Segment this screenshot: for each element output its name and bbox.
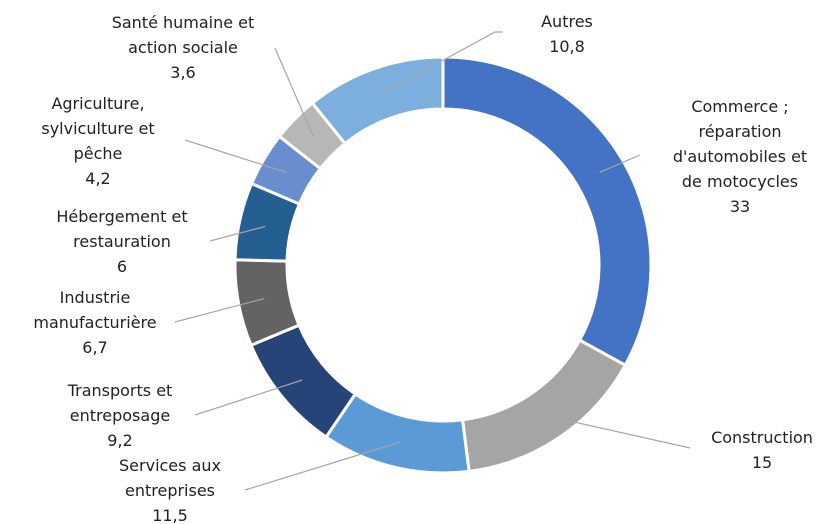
category-label: Construction: [711, 428, 813, 447]
label-line: Santé humaine et: [112, 13, 255, 32]
leader-line: [274, 47, 315, 138]
leader-line: [184, 139, 287, 173]
category-label: Services aux entreprises: [119, 456, 221, 500]
label-line: Hébergement et: [56, 207, 187, 226]
value-label: 9,2: [107, 431, 132, 450]
label-line: de motocycles: [682, 172, 798, 191]
label-line: Commerce ;: [691, 97, 788, 116]
label-line: réparation: [698, 122, 781, 141]
value-label: 11,5: [152, 506, 188, 524]
leader-line: [599, 154, 641, 173]
value-label: 6,7: [82, 338, 107, 357]
category-label: Commerce ; réparation d'automobiles et de m…: [673, 97, 807, 191]
value-label: 3,6: [170, 63, 195, 82]
value-label: 6: [117, 257, 127, 276]
label-line: Agriculture,: [51, 94, 144, 113]
label-line: Autres: [541, 12, 593, 31]
category-label: Agriculture, sylviculture et pêche: [41, 94, 154, 163]
label-line: Services aux: [119, 456, 221, 475]
leader-line: [382, 31, 503, 94]
donut-slice: [441, 55, 653, 368]
label-line: Industrie: [60, 288, 131, 307]
category-label: Transports et entreposage: [67, 381, 173, 425]
leader-line: [244, 441, 401, 491]
label-line: entreprises: [125, 481, 215, 500]
category-label: Industrie manufacturière: [33, 288, 156, 332]
label-line: d'automobiles et: [673, 147, 807, 166]
leader-line: [194, 379, 303, 416]
label-line: pêche: [74, 144, 123, 163]
leader-line: [545, 414, 691, 449]
label-line: sylviculture et: [41, 119, 154, 138]
label-line: Construction: [711, 428, 813, 447]
leader-line: [174, 297, 265, 323]
leader-line: [209, 225, 266, 242]
category-label: Santé humaine et action sociale: [112, 13, 255, 57]
label-line: manufacturière: [33, 313, 156, 332]
label-line: restauration: [73, 232, 171, 251]
category-label: Autres: [541, 12, 593, 31]
value-label: 4,2: [85, 169, 110, 188]
value-label: 33: [730, 197, 750, 216]
value-label: 10,8: [549, 37, 585, 56]
value-label: 15: [752, 453, 772, 472]
label-line: action sociale: [128, 38, 238, 57]
donut-slice: [460, 338, 628, 474]
category-label: Hébergement et restauration: [56, 207, 187, 251]
label-line: entreposage: [70, 406, 170, 425]
label-line: Transports et: [67, 381, 173, 400]
